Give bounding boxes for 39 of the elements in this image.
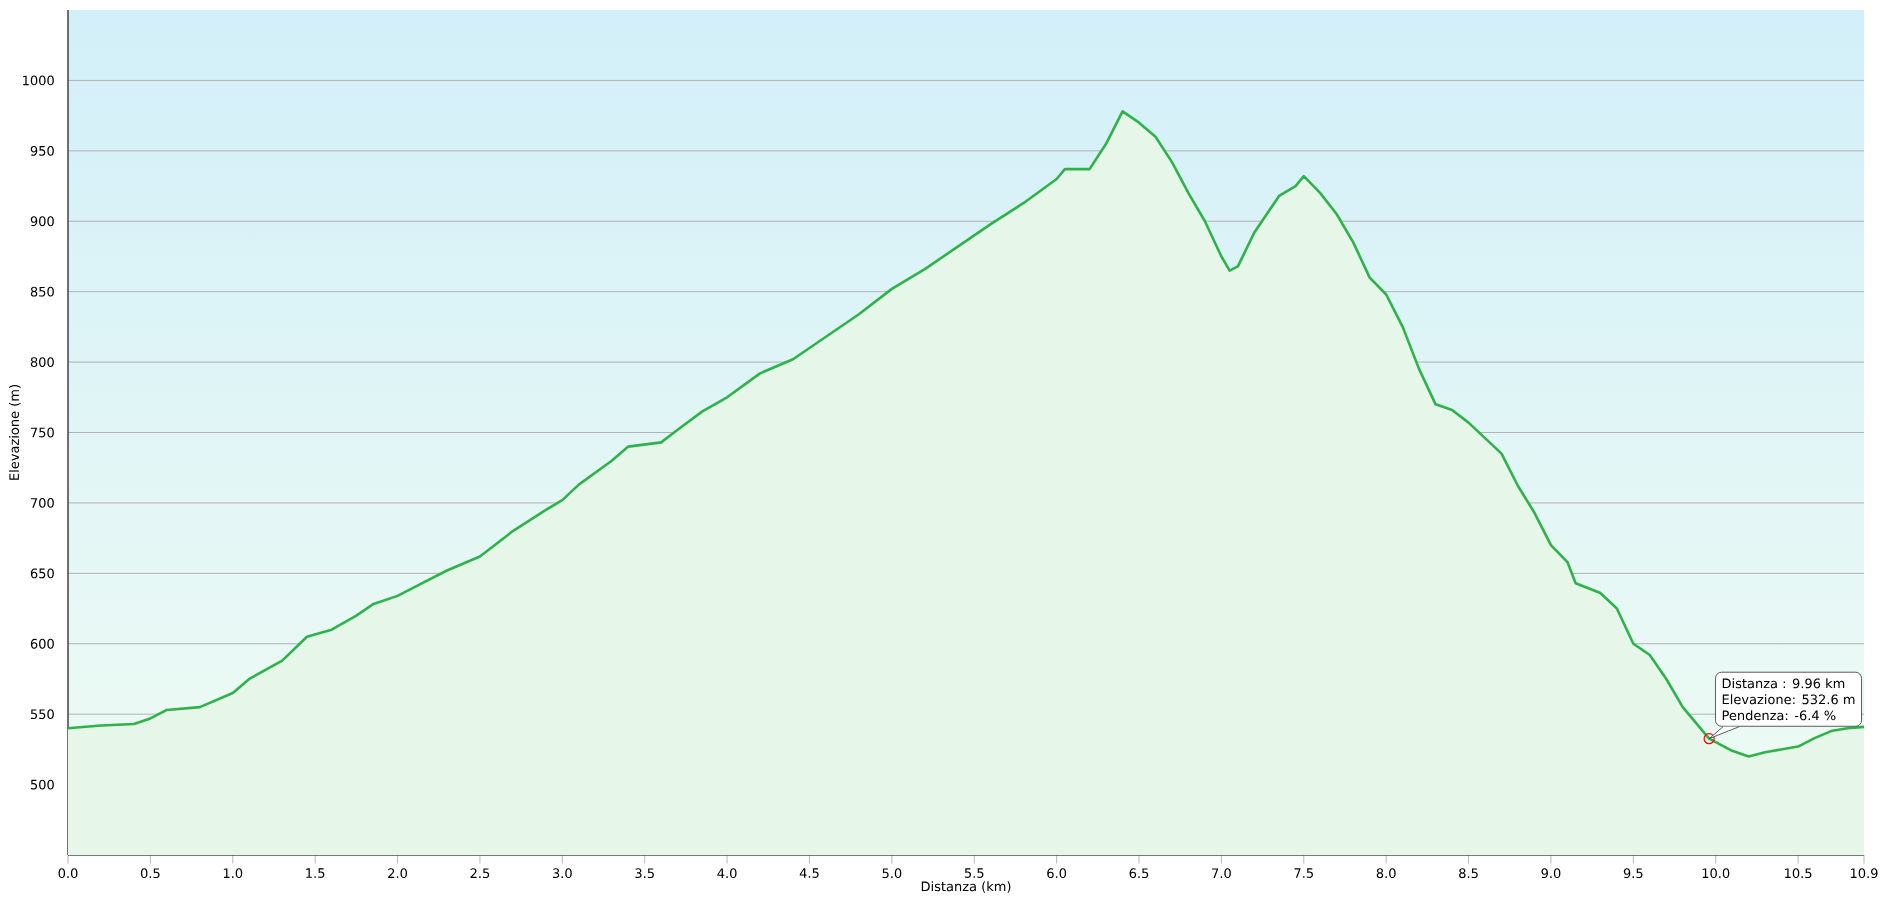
- annotation: Elevazione: 532.6 m: [1722, 694, 1855, 705]
- x-tick-label: 7.0: [1212, 868, 1231, 879]
- x-tick-label: 10.5: [1785, 868, 1812, 879]
- x-tick-label: 5.0: [882, 868, 902, 879]
- y-tick-label: 500: [30, 779, 54, 790]
- y-tick-label: 700: [31, 498, 54, 508]
- x-tick-label: 6.5: [1129, 868, 1149, 879]
- annotation: Pendenza: -6.4 %: [1722, 710, 1836, 721]
- x-axis-title: Distanza (km): [921, 881, 1011, 893]
- x-tick-label: 7.5: [1294, 868, 1313, 878]
- y-tick-label: 750: [31, 427, 54, 438]
- x-tick-label: 8.5: [1459, 868, 1478, 879]
- x-tick-label: 10.0: [1702, 868, 1730, 879]
- y-tick-label: 850: [30, 286, 54, 297]
- y-tick-label: 650: [30, 568, 54, 579]
- x-tick-label: 6.0: [1047, 868, 1067, 879]
- x-tick-label: 2.5: [470, 868, 490, 879]
- x-tick-label: 3.5: [635, 868, 654, 879]
- x-tick-label: 5.5: [964, 868, 984, 878]
- x-tick-label: 0.0: [58, 868, 78, 879]
- annotation: Distanza : 9.96 km: [1722, 678, 1845, 689]
- x-tick-label: 1.5: [306, 868, 325, 878]
- x-tick-label: 2.0: [388, 868, 408, 879]
- y-tick-label: 1000: [23, 75, 54, 86]
- x-tick-label: 9.5: [1623, 868, 1643, 879]
- x-tick-label: 9.0: [1541, 868, 1561, 879]
- y-axis-title: Elevazione (m): [9, 385, 21, 480]
- x-tick-label: 10.9: [1850, 868, 1878, 879]
- y-tick-label: 950: [30, 145, 54, 156]
- y-tick-label: 900: [30, 216, 54, 227]
- y-tick-label: 550: [30, 709, 54, 720]
- x-tick-label: 0.5: [140, 868, 160, 879]
- y-tick-label: 600: [30, 638, 54, 649]
- x-tick-label: 1.0: [223, 868, 243, 879]
- x-tick-label: 4.5: [799, 868, 819, 878]
- x-tick-label: 8.0: [1376, 868, 1396, 879]
- x-tick-label: 3.0: [552, 868, 572, 879]
- x-tick-label: 4.0: [717, 868, 737, 879]
- y-tick-label: 800: [30, 357, 54, 368]
